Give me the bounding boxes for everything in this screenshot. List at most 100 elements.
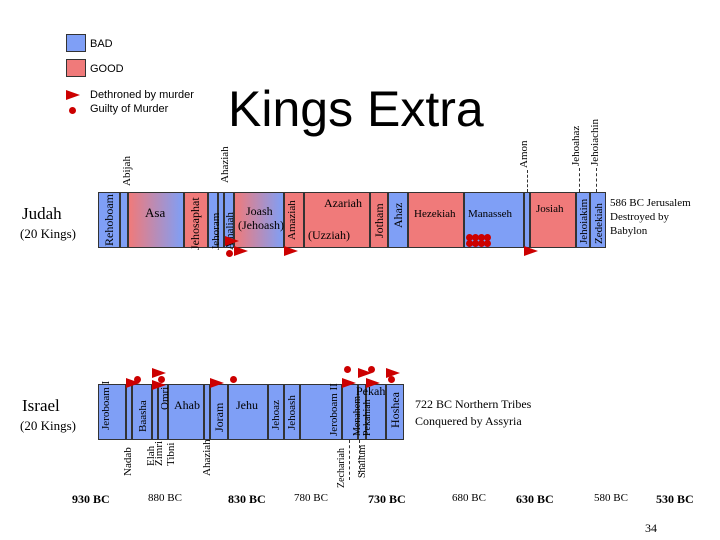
shallum-connector xyxy=(359,440,360,474)
israel-bar-hoshea xyxy=(386,384,404,440)
timeline-tick: 630 BC xyxy=(516,492,554,506)
israel-bar-jehoash xyxy=(284,384,300,440)
judah-label: Judah xyxy=(22,204,62,223)
legend-guilty-label: Guilty of Murder xyxy=(90,103,169,115)
judah-count: (20 Kings) xyxy=(20,226,76,241)
guilty-dot-icon xyxy=(472,234,479,241)
israel-end-note: 722 BC Northern Tribes Conquered by Assy… xyxy=(415,397,532,428)
murder-flag-icon xyxy=(126,378,140,388)
page-number: 34 xyxy=(645,521,657,535)
israel-king-baasha: Baasha xyxy=(137,400,149,432)
murder-flag-icon xyxy=(152,368,166,378)
guilty-dot-icon xyxy=(472,240,479,247)
judah-bar-jotham xyxy=(370,192,388,248)
israel-king-omri: Omri xyxy=(159,386,171,410)
jehoahaz-connector xyxy=(579,168,580,192)
legend-good-label: GOOD xyxy=(90,63,124,75)
judah-king-amaziah: Amaziah xyxy=(286,200,298,240)
israel-king-pekahiah: Pekahiah xyxy=(362,399,373,436)
judah-king-jehoram: Jehoram xyxy=(210,212,222,250)
israel-king-jeroboam-ii: Jeroboam II xyxy=(328,383,340,436)
judah-bar-azariah xyxy=(304,192,370,248)
judah-king-josiah: Josiah xyxy=(536,203,564,215)
timeline-tick: 680 BC xyxy=(452,492,486,504)
judah-king-amon: Amon xyxy=(518,140,530,169)
page-title: Kings Extra xyxy=(228,81,484,137)
guilty-dot-icon xyxy=(226,250,233,257)
guilty-dot-icon xyxy=(466,234,473,241)
guilty-dot-icon xyxy=(484,240,491,247)
judah-bar-abijah xyxy=(120,192,128,248)
judah-king-abijah: Abijah xyxy=(121,156,133,186)
judah-end-note: 586 BC Jerusalem Destroyed by Babylon xyxy=(610,197,691,237)
israel-bar-ahab xyxy=(168,384,204,440)
timeline-tick: 930 BC xyxy=(72,492,110,506)
timeline-tick: 880 BC xyxy=(148,492,182,504)
guilty-dot-icon xyxy=(466,240,473,247)
israel-king-jehu: Jehu xyxy=(236,398,258,412)
israel-bar-ahaziah xyxy=(204,384,210,440)
judah-bar-zedekiah xyxy=(590,192,606,248)
murder-flag-icon xyxy=(524,246,538,256)
timeline-tick: 830 BC xyxy=(228,492,266,506)
judah-king-ahaz: Ahaz xyxy=(391,202,405,228)
judah-king-jehoiachin: Jehoiachin xyxy=(589,118,601,166)
amon-connector xyxy=(527,170,528,192)
judah-king-ahaziah-top: Ahaziah xyxy=(219,146,231,183)
israel-king-hoshea: Hoshea xyxy=(388,392,402,428)
murder-flag-icon xyxy=(358,368,372,378)
guilty-dot-icon xyxy=(478,234,485,241)
murder-flag-icon xyxy=(152,380,166,390)
murder-flag-icon xyxy=(225,236,239,246)
guilty-dot-icon xyxy=(478,240,485,247)
israel-count: (20 Kings) xyxy=(20,418,76,433)
judah-king-jehoahaz: Jehoahaz xyxy=(570,125,582,166)
judah-bar-hezekiah xyxy=(408,192,464,248)
judah-king-rehoboam: Rehoboam xyxy=(102,194,116,246)
guilty-dot-icon xyxy=(69,107,76,114)
timeline-tick: 730 BC xyxy=(368,492,406,506)
legend-bad-label: BAD xyxy=(90,38,113,50)
murder-flag-icon xyxy=(234,246,248,256)
guilty-dot-icon xyxy=(368,366,375,373)
israel-bar-baasha xyxy=(132,384,152,440)
guilty-dot-icon xyxy=(484,234,491,241)
israel-bar-jehu xyxy=(228,384,268,440)
guilty-dot-icon xyxy=(344,366,351,373)
timeline-tick: 780 BC xyxy=(294,492,328,504)
zechariah-connector xyxy=(349,440,350,480)
judah-king-jehosaphat: Jehosaphat xyxy=(188,197,202,250)
judah-bar-josiah xyxy=(530,192,576,248)
judah-king-jehoash: (Jehoash) xyxy=(238,218,284,232)
guilty-dot-icon xyxy=(230,376,237,383)
judah-bar-joash xyxy=(234,192,284,248)
israel-king-jehoaz: Jehoaz xyxy=(270,400,282,430)
murder-flag-icon xyxy=(386,368,400,378)
judah-bar-jehoram xyxy=(208,192,218,248)
timeline-tick: 580 BC xyxy=(594,492,628,504)
legend-bad-swatch xyxy=(66,34,86,52)
judah-king-asa: Asa xyxy=(145,205,166,220)
murder-flag-icon xyxy=(210,378,224,388)
israel-bar-jeroboam-ii xyxy=(300,384,342,440)
judah-king-zedekiah: Zedekiah xyxy=(593,203,605,244)
judah-king-hezekiah: Hezekiah xyxy=(414,208,456,220)
israel-king-jeroboam-i: Jeroboam I xyxy=(100,380,112,430)
judah-bar-jehosaphat xyxy=(184,192,208,248)
israel-bar-jeroboam-i xyxy=(98,384,126,440)
israel-king-tibni: Tibni xyxy=(165,442,177,466)
israel-king-jehoash: Jehoash xyxy=(286,395,298,430)
judah-king-azariah: Azariah xyxy=(324,196,362,210)
judah-bar-jehoiakim xyxy=(576,192,590,248)
murder-flag-icon xyxy=(66,90,80,100)
legend-murder-label: Dethroned by murder xyxy=(90,89,194,101)
israel-king-ahaziah: Ahaziah xyxy=(201,439,213,476)
judah-king-jotham: Jotham xyxy=(372,203,386,238)
israel-king-zimri: Zimri xyxy=(153,440,165,466)
judah-bar-rehoboam xyxy=(98,192,120,248)
judah-king-uzziah: (Uzziah) xyxy=(308,228,350,242)
israel-bar-jehoaz xyxy=(268,384,284,440)
murder-flag-icon xyxy=(284,246,298,256)
murder-flag-icon xyxy=(366,378,380,388)
